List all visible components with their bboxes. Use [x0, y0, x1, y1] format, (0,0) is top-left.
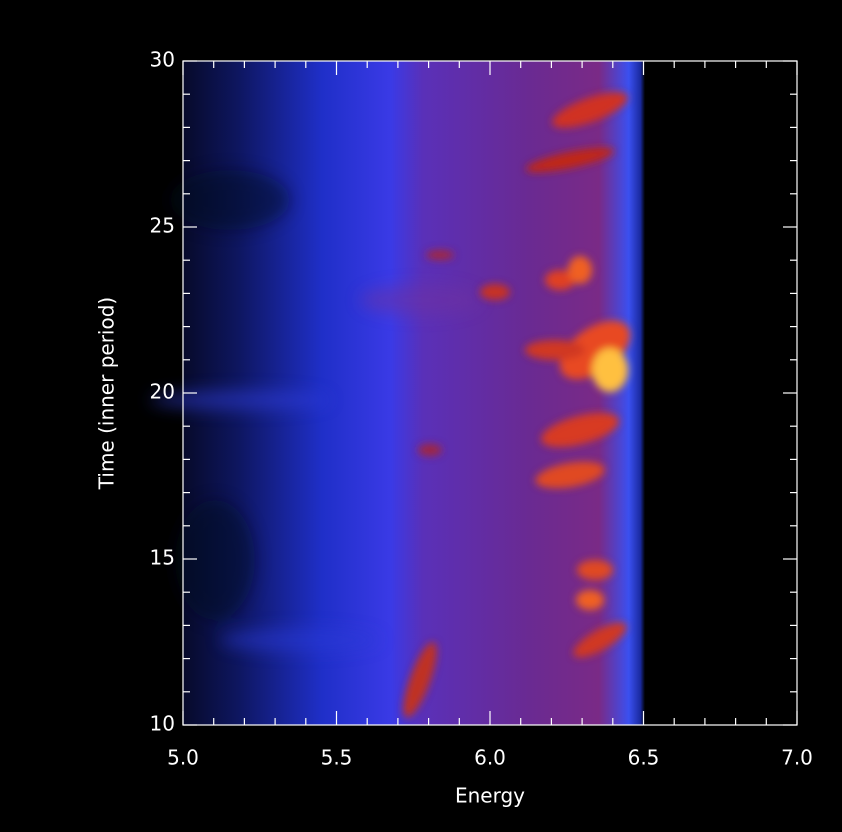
x-axis-label: Energy [455, 784, 525, 808]
x-tick-label: 5.5 [321, 746, 353, 770]
y-tick-label: 15 [150, 546, 175, 570]
x-tick-label: 5.0 [167, 746, 199, 770]
hot-streaks [403, 92, 631, 718]
y-tick-label: 10 [150, 712, 175, 736]
y-axis-label: Time (inner period) [95, 297, 119, 490]
y-tick-label: 30 [150, 48, 175, 72]
x-tick-label: 6.5 [628, 746, 660, 770]
texture [150, 170, 480, 652]
x-tick-label: 7.0 [781, 746, 813, 770]
y-tick-label: 25 [150, 214, 175, 238]
y-tick-label: 20 [150, 380, 175, 404]
x-tick-label: 6.0 [474, 746, 506, 770]
